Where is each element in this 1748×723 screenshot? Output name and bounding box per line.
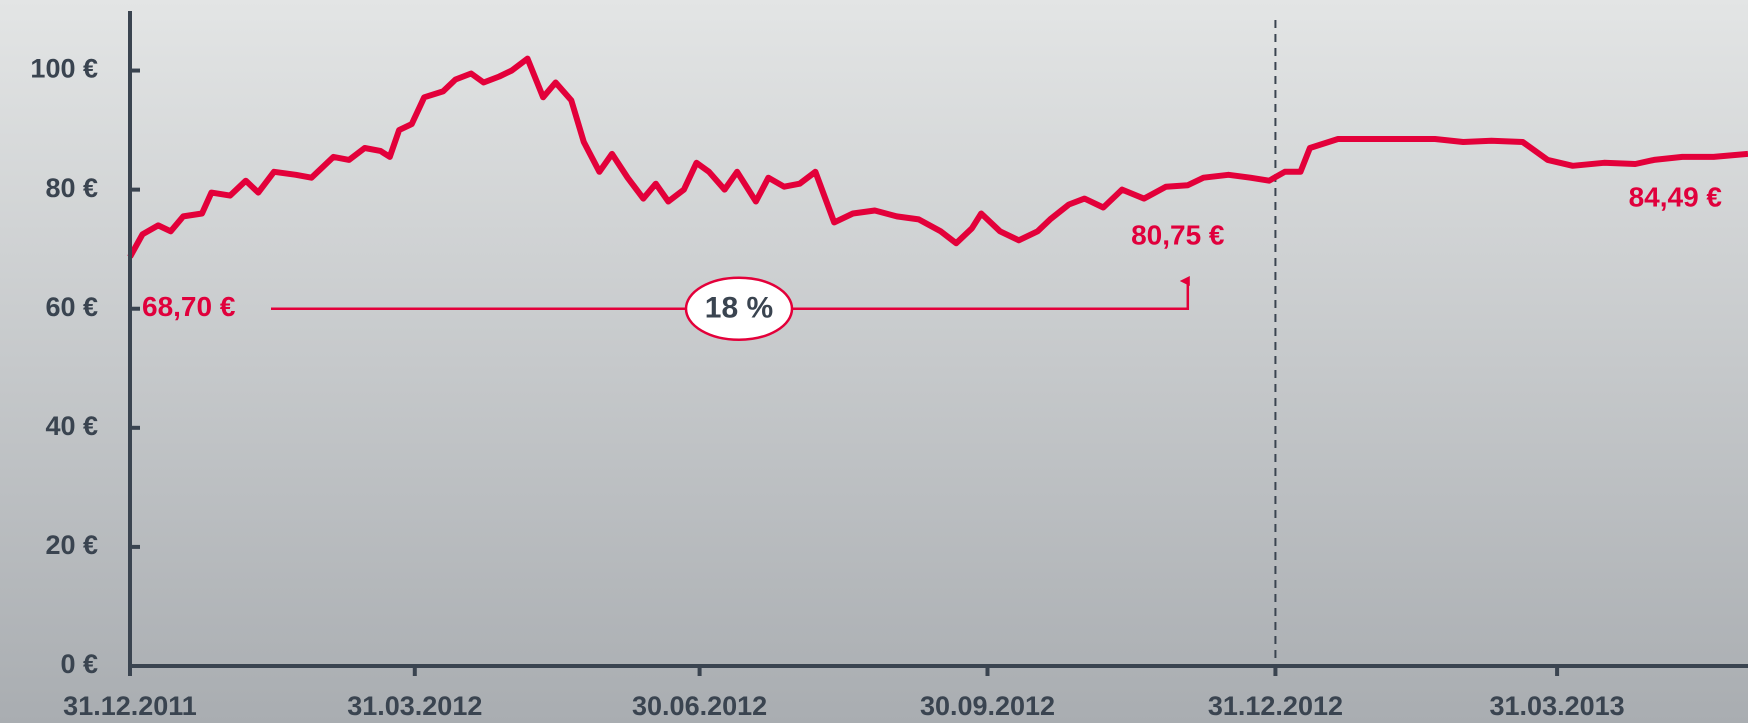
- current-price: 84,49 €: [1629, 181, 1723, 212]
- x-tick-label: 31.03.2013: [1490, 691, 1625, 721]
- y-tick-label: 40 €: [45, 411, 98, 441]
- x-tick-label: 30.06.2012: [632, 691, 767, 721]
- price-line: [127, 55, 1748, 259]
- y-tick-label: 0 €: [60, 649, 98, 679]
- y-tick-label: 80 €: [45, 173, 98, 203]
- y-tick-label: 60 €: [45, 292, 98, 322]
- x-tick-label: 31.12.2012: [1208, 691, 1343, 721]
- growth-label: 18 %: [705, 292, 773, 325]
- y-tick-label: 100 €: [30, 54, 98, 84]
- growth-arrow: [271, 276, 1190, 310]
- x-tick-label: 30.09.2012: [920, 691, 1055, 721]
- start-price: 68,70 €: [142, 291, 236, 322]
- x-tick-label: 31.03.2012: [347, 691, 482, 721]
- x-tick-label: 31.12.2011: [63, 691, 197, 721]
- y-tick-label: 20 €: [45, 530, 98, 560]
- year-end-price: 80,75 €: [1131, 219, 1225, 250]
- growth-badge: [684, 276, 794, 341]
